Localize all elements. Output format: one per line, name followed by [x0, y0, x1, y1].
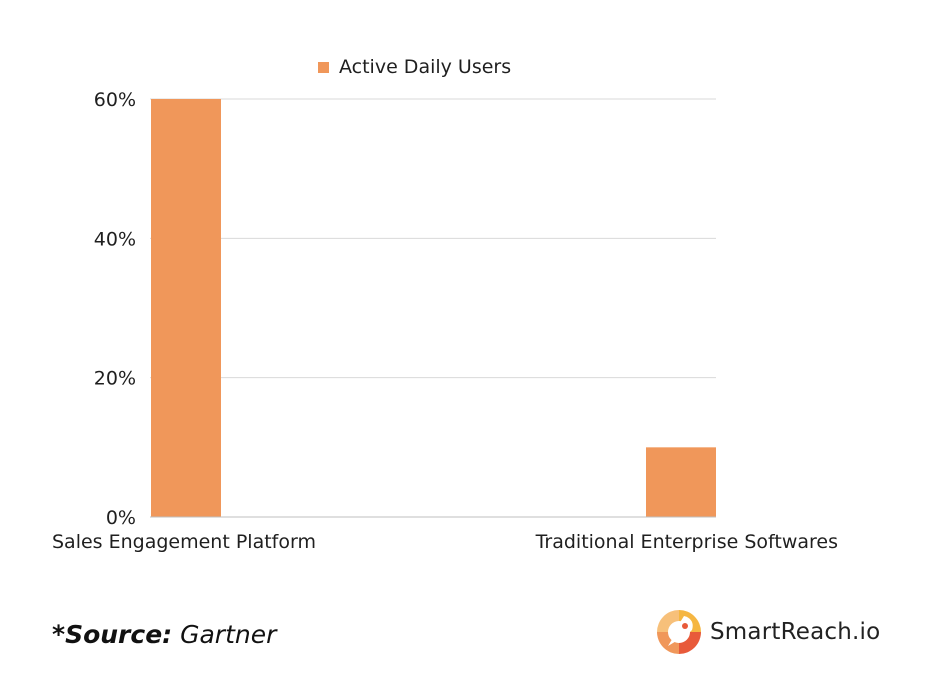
bars [151, 99, 716, 517]
bar [646, 447, 716, 517]
y-tick-label: 60% [94, 89, 136, 111]
y-tick-label: 20% [94, 368, 136, 390]
legend-label: Active Daily Users [339, 56, 512, 78]
rocket-icon [657, 610, 701, 654]
gridlines [150, 98, 716, 379]
chart-legend: Active Daily Users [318, 56, 511, 78]
x-category-label: Sales Engagement Platform [52, 531, 316, 553]
bar-chart: 0% 20% 40% 60% Sales Engagement Platform Tra… [52, 89, 838, 553]
y-tick-label: 0% [106, 507, 136, 529]
source-note: *Source: Gartner [52, 620, 276, 649]
x-category-label: Traditional Enterprise Softwares [535, 531, 838, 553]
bar [151, 99, 221, 517]
x-category-labels: Sales Engagement Platform Traditional Ent… [52, 531, 838, 553]
brand-name: SmartReach.io [710, 619, 881, 645]
brand-logo: SmartReach.io [654, 606, 880, 658]
legend-swatch [318, 61, 329, 73]
y-tick-labels: 0% 20% 40% 60% [94, 89, 136, 529]
source-label: *Source: [52, 620, 173, 649]
y-tick-label: 40% [94, 228, 136, 250]
source-value: Gartner [180, 620, 277, 649]
